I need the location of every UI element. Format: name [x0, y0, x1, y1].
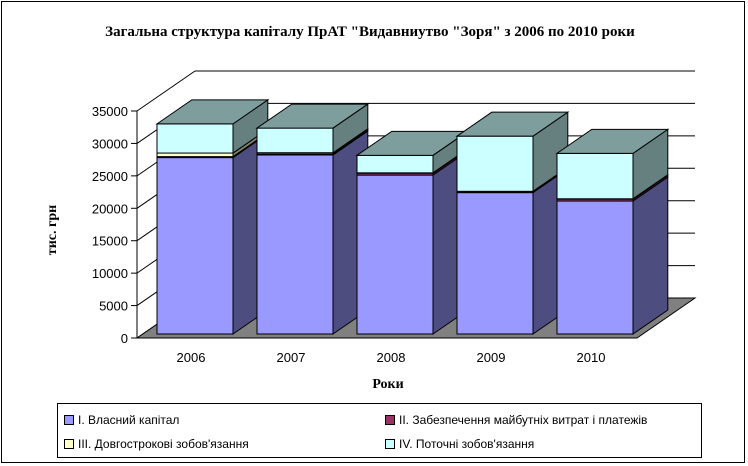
gridline-side [136, 70, 196, 112]
x-tick-label: 2010 [577, 350, 606, 365]
bar-2006-top [155, 99, 270, 125]
x-tick-label: 2008 [377, 350, 406, 365]
bar-2008-s4-front [356, 154, 434, 174]
x-tick-label: 2006 [177, 350, 206, 365]
bar-2010-s4-front [556, 152, 634, 200]
y-tick-label: 25000 [92, 169, 128, 184]
y-tick-label: 20000 [92, 201, 128, 216]
bar-2009-top [455, 111, 570, 137]
chart-title: Загальна структура капіталу ПрАТ "Видавн… [105, 24, 635, 40]
legend-label-provisions: II. Забезпечення майбутніх витрат і плат… [399, 413, 648, 427]
bar-2010-s1-front [556, 200, 634, 335]
bar-2006-s4-front [156, 123, 234, 154]
y-tick-label: 30000 [92, 136, 128, 151]
bar-2009-s1-front [456, 192, 534, 335]
bar-2007-top [255, 103, 370, 129]
legend-item-long-term: III. Довгострокові зобов'язання [64, 437, 249, 451]
legend-item-current: IV. Поточні зобов'язання [385, 437, 534, 451]
legend-swatch-provisions [385, 415, 395, 425]
x-tick-label: 2007 [277, 350, 306, 365]
bar-2007-s1-front [256, 154, 334, 335]
legend-label-current: IV. Поточні зобов'язання [399, 437, 535, 451]
legend-swatch-current [385, 439, 395, 449]
legend-label-equity: I. Власний капітал [78, 413, 180, 427]
bar-2010-top [555, 128, 670, 154]
y-tick-label: 15000 [92, 234, 128, 249]
legend-swatch-long-term [64, 439, 74, 449]
y-tick-label: 5000 [99, 299, 128, 314]
bar-2006-s3-front [156, 152, 234, 158]
legend-item-equity: I. Власний капітал [64, 413, 179, 427]
x-tick-label: 2009 [477, 350, 506, 365]
bar-2009-s4-front [456, 135, 534, 192]
bar-2007-s4-front [256, 127, 334, 154]
bar-2006-s1-front [156, 157, 234, 335]
chart-legend: I. Власний капітал II. Забезпечення майб… [57, 403, 702, 458]
bar-2010-s1-side [632, 176, 669, 335]
y-axis-title: тис. грн [45, 205, 60, 255]
y-tick-label: 35000 [92, 104, 128, 119]
x-axis-title: Роки [372, 377, 403, 392]
legend-swatch-equity [64, 415, 74, 425]
legend-item-provisions: II. Забезпечення майбутніх витрат і плат… [385, 413, 647, 427]
bar-2008-s1-front [356, 174, 434, 335]
y-tick-label: 0 [121, 331, 128, 346]
y-tick-label: 10000 [92, 266, 128, 281]
legend-label-long-term: III. Довгострокові зобов'язання [78, 437, 249, 451]
